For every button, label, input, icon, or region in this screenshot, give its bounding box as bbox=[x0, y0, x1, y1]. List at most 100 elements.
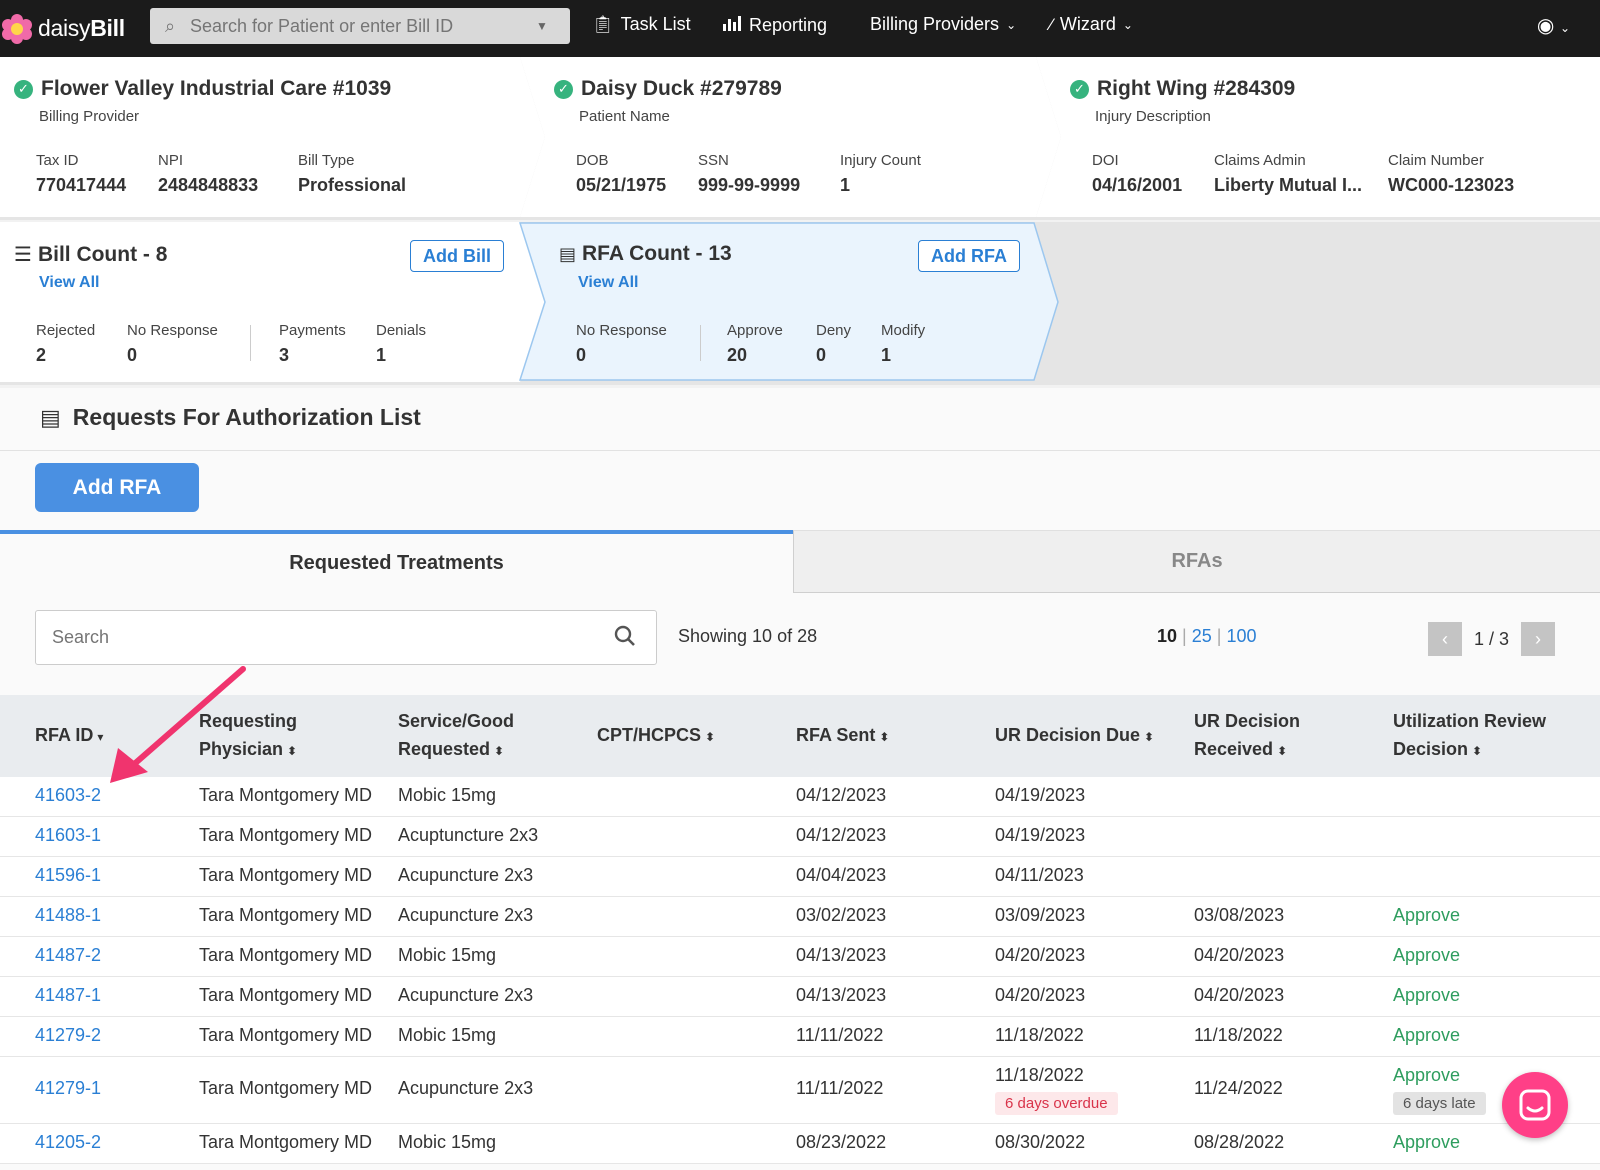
divider bbox=[250, 325, 251, 361]
user-menu[interactable]: ◉ ⌄ bbox=[1537, 13, 1570, 38]
global-search[interactable]: ⌕ ▼ bbox=[150, 8, 570, 44]
chat-launcher-button[interactable] bbox=[1502, 1072, 1568, 1138]
claims-admin-field: Claims Admin Liberty Mutual I... bbox=[1214, 152, 1363, 195]
provider-subtitle: Billing Provider bbox=[39, 108, 140, 125]
column-header-ur-decision-due[interactable]: UR Decision Due ⬍ bbox=[995, 725, 1155, 745]
column-header-ur-decision-received[interactable]: UR Decision Received ⬍ bbox=[1194, 711, 1301, 759]
injury-count-field: Injury Count 1 bbox=[840, 152, 921, 195]
sort-icon[interactable]: ⬍ bbox=[879, 730, 890, 744]
search-icon: ⌕ bbox=[164, 15, 176, 36]
injury-card[interactable]: ✓ Right Wing #284309 Injury Description D… bbox=[1056, 57, 1596, 217]
prev-page-button[interactable]: ‹ bbox=[1428, 622, 1462, 656]
rfa-form-icon: ▤ bbox=[559, 243, 577, 264]
cell-rfa-id[interactable]: 41205-2 bbox=[35, 1132, 102, 1152]
add-rfa-button[interactable]: Add RFA bbox=[35, 463, 199, 512]
table-row[interactable]: 41596-1 Tara Montgomery MD Acupuncture 2x3… bbox=[0, 857, 1600, 897]
column-header-cpt-hcpcs[interactable]: CPT/HCPCS ⬍ bbox=[597, 725, 716, 745]
check-circle-icon: ✓ bbox=[1070, 79, 1089, 99]
late-badge: 6 days late bbox=[1393, 1092, 1486, 1115]
nav-wizard[interactable]: ⁄ Wizard ⌄ bbox=[1050, 14, 1133, 35]
cell-ur-decision: Approve bbox=[1393, 1025, 1461, 1045]
sort-icon[interactable]: ⬍ bbox=[1144, 730, 1155, 744]
chevron-down-icon: ⌄ bbox=[1122, 17, 1133, 32]
injury-subtitle: Injury Description bbox=[1095, 108, 1211, 125]
table-search-input[interactable] bbox=[52, 627, 592, 648]
nav-task-list[interactable]: 📋︎ Task List bbox=[592, 14, 691, 35]
column-header-service-requested[interactable]: Service/Good Requested ⬍ bbox=[398, 711, 515, 759]
bill-count-card[interactable]: ☰ Bill Count - 8 View All Add Bill Reject… bbox=[0, 222, 520, 385]
next-page-button[interactable]: › bbox=[1521, 622, 1556, 656]
table-row[interactable]: 41487-2 Tara Montgomery MD Mobic 15mg 04/13… bbox=[0, 937, 1600, 977]
tab-rfas[interactable]: RFAs bbox=[793, 530, 1600, 593]
summary-bar: ✓ Flower Valley Industrial Care #1039 Bil… bbox=[0, 57, 1600, 220]
table-row[interactable]: 41603-1 Tara Montgomery MD Acuptuncture 2x… bbox=[0, 817, 1600, 857]
page-size-100[interactable]: 100 bbox=[1226, 626, 1257, 646]
cell-rfa-sent: 11/11/2022 bbox=[796, 1025, 884, 1045]
column-header-requesting-physician[interactable]: Requesting Physician ⬍ bbox=[199, 711, 298, 759]
bills-view-all-link[interactable]: View All bbox=[39, 274, 100, 291]
cell-service-requested: Mobic 15mg bbox=[398, 1025, 497, 1045]
add-rfa-card-button[interactable]: Add RFA bbox=[918, 240, 1020, 272]
table-row[interactable]: 41487-1 Tara Montgomery MD Acupuncture 2x3… bbox=[0, 977, 1600, 1017]
search-icon[interactable] bbox=[614, 625, 636, 653]
rfa-count-card[interactable]: ▤ RFA Count - 13 View All Add RFA No Resp… bbox=[545, 222, 1035, 385]
sort-icon[interactable]: ⬍ bbox=[1277, 744, 1288, 758]
chevron-down-icon: ⌄ bbox=[1559, 21, 1570, 35]
table-row[interactable]: 41279-2 Tara Montgomery MD Mobic 15mg 11/11… bbox=[0, 1017, 1600, 1057]
deny-stat: Deny 0 bbox=[816, 322, 852, 365]
add-bill-button[interactable]: Add Bill bbox=[410, 240, 504, 272]
cell-ur-decision-received: 11/18/2022 bbox=[1194, 1025, 1283, 1045]
cell-service-requested: Mobic 15mg bbox=[398, 945, 497, 965]
modify-stat: Modify 1 bbox=[881, 322, 926, 365]
nav-billing-providers[interactable]: Billing Providers ⌄ bbox=[870, 14, 1016, 35]
cell-rfa-id[interactable]: 41488-1 bbox=[35, 905, 102, 925]
table-row[interactable]: 41603-2 Tara Montgomery MD Mobic 15mg 04/12… bbox=[0, 777, 1600, 817]
cell-rfa-id[interactable]: 41596-1 bbox=[35, 865, 102, 885]
global-search-input[interactable] bbox=[190, 15, 530, 37]
sort-icon[interactable]: ⬍ bbox=[1472, 744, 1483, 758]
cell-ur-decision-due: 04/20/2023 bbox=[995, 945, 1086, 965]
rejected-stat: Rejected 2 bbox=[36, 322, 96, 365]
dob-field: DOB 05/21/1975 bbox=[576, 152, 667, 195]
cell-requesting-physician: Tara Montgomery MD bbox=[199, 985, 373, 1005]
provider-card[interactable]: ✓ Flower Valley Industrial Care #1039 Bil… bbox=[0, 57, 520, 217]
cell-rfa-id[interactable]: 41279-1 bbox=[35, 1078, 102, 1098]
rfas-view-all-link[interactable]: View All bbox=[578, 274, 639, 291]
cell-service-requested: Acupuncture 2x3 bbox=[398, 985, 534, 1005]
top-nav: daisyBill ⌕ ▼ 📋︎ Task List Reporting Bil… bbox=[0, 0, 1600, 57]
cell-ur-decision-due: 04/19/2023 bbox=[995, 825, 1086, 845]
chevron-down-icon[interactable]: ▼ bbox=[536, 19, 548, 33]
column-header-rfa-id[interactable]: RFA ID ▾ bbox=[35, 725, 104, 745]
table-search[interactable] bbox=[35, 610, 657, 665]
patient-card[interactable]: ✓ Daisy Duck #279789 Patient Name DOB 05/2… bbox=[540, 57, 1030, 217]
rfa-count-title: ▤ RFA Count - 13 bbox=[559, 242, 732, 265]
page-size-selector: 10 | 25 | 100 bbox=[1157, 626, 1257, 646]
page-size-25[interactable]: 25 bbox=[1191, 626, 1212, 646]
cell-rfa-id[interactable]: 41603-1 bbox=[35, 825, 102, 845]
clipboard-icon: 📋︎ bbox=[592, 14, 614, 34]
nav-reporting[interactable]: Reporting bbox=[722, 14, 827, 37]
cell-rfa-id[interactable]: 41279-2 bbox=[35, 1025, 102, 1045]
cell-rfa-id[interactable]: 41487-1 bbox=[35, 985, 102, 1005]
list-icon: ☰ bbox=[14, 244, 32, 266]
sort-icon[interactable]: ⬍ bbox=[287, 744, 298, 758]
patient-title: ✓ Daisy Duck #279789 bbox=[554, 77, 782, 101]
logo[interactable]: daisyBill bbox=[2, 13, 142, 44]
table-row[interactable]: 41279-1 Tara Montgomery MD Acupuncture 2x3… bbox=[0, 1057, 1600, 1124]
tax-id-field: Tax ID 770417444 bbox=[36, 152, 127, 195]
column-header-ur-decision[interactable]: Utilization Review Decision ⬍ bbox=[1393, 711, 1547, 759]
table-row[interactable]: 41488-1 Tara Montgomery MD Acupuncture 2x3… bbox=[0, 897, 1600, 937]
cell-requesting-physician: Tara Montgomery MD bbox=[199, 1078, 373, 1098]
cell-rfa-id[interactable]: 41487-2 bbox=[35, 945, 102, 965]
sort-icon[interactable]: ⬍ bbox=[494, 744, 505, 758]
user-avatar-icon: ◉ bbox=[1536, 15, 1555, 37]
sort-icon[interactable]: ▾ bbox=[97, 730, 104, 744]
tab-requested-treatments[interactable]: Requested Treatments bbox=[0, 530, 793, 593]
sort-icon[interactable]: ⬍ bbox=[705, 730, 716, 744]
page-size-current[interactable]: 10 bbox=[1157, 626, 1178, 646]
cell-requesting-physician: Tara Montgomery MD bbox=[199, 1025, 373, 1045]
cell-ur-decision-received: 08/28/2022 bbox=[1194, 1132, 1285, 1152]
column-header-rfa-sent[interactable]: RFA Sent ⬍ bbox=[796, 725, 890, 745]
cell-rfa-id[interactable]: 41603-2 bbox=[35, 785, 102, 805]
table-row[interactable]: 41205-2 Tara Montgomery MD Mobic 15mg 08/23… bbox=[0, 1124, 1600, 1164]
